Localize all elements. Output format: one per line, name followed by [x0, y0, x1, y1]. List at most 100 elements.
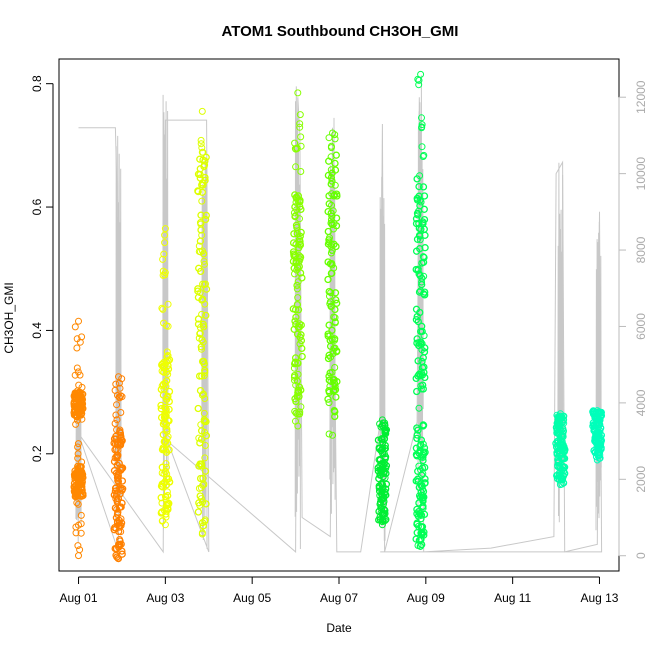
data-point	[329, 376, 338, 384]
data-point	[163, 348, 171, 356]
data-point	[160, 479, 168, 487]
series-5	[324, 129, 341, 439]
data-point	[194, 404, 202, 413]
data-point	[331, 131, 339, 139]
data-point	[115, 516, 123, 525]
data-point	[328, 326, 336, 334]
data-point	[328, 220, 336, 229]
data-point	[296, 111, 304, 119]
data-point	[294, 294, 302, 302]
data-point	[73, 364, 81, 372]
data-point	[417, 522, 425, 531]
y-axis-left: 0.2 0.4 0.6 0.8	[30, 75, 54, 462]
data-point	[74, 443, 82, 451]
data-point	[297, 321, 305, 329]
data-point	[420, 205, 428, 213]
data-point	[325, 236, 333, 244]
data-point	[74, 440, 82, 448]
data-point	[72, 420, 80, 428]
data-point	[71, 492, 79, 501]
data-point	[291, 212, 299, 221]
data-point	[201, 260, 208, 268]
data-point	[417, 70, 425, 78]
data-point	[198, 372, 206, 380]
y-tick-label: 0.2	[30, 445, 44, 462]
x-axis: Aug 01 Aug 03 Aug 05 Aug 07 Aug 09 Aug 11 Aug …	[60, 576, 619, 605]
data-point	[412, 215, 421, 223]
data-point	[331, 159, 339, 168]
data-point	[198, 391, 206, 399]
data-point	[418, 123, 426, 131]
data-point	[332, 242, 340, 251]
data-point	[418, 114, 425, 122]
data-point	[74, 454, 82, 462]
data-point	[419, 456, 427, 465]
data-point	[195, 242, 203, 250]
data-point	[202, 417, 210, 426]
data-point	[380, 510, 388, 518]
data-point	[78, 478, 86, 486]
data-point	[115, 459, 123, 468]
y2-tick-label: 2000	[634, 466, 648, 493]
data-point	[419, 153, 427, 160]
data-point	[413, 175, 421, 183]
data-point	[194, 187, 202, 195]
data-point	[324, 207, 332, 216]
data-point	[110, 526, 118, 534]
data-point	[296, 240, 304, 248]
data-point	[200, 257, 208, 265]
data-point	[294, 278, 302, 286]
data-point	[197, 427, 206, 435]
data-point	[293, 392, 301, 400]
data-point	[380, 434, 389, 443]
data-point	[298, 344, 306, 353]
data-point	[114, 477, 123, 486]
data-point	[376, 471, 384, 479]
data-point	[333, 299, 341, 307]
data-point	[161, 493, 170, 501]
data-point	[296, 269, 305, 277]
data-point	[289, 257, 298, 266]
data-point	[110, 439, 118, 447]
data-point	[419, 421, 427, 429]
data-point	[293, 285, 301, 293]
data-point	[197, 343, 205, 351]
data-point	[554, 456, 562, 464]
data-point	[197, 435, 206, 443]
data-point	[554, 462, 562, 471]
data-point	[197, 226, 205, 234]
data-point	[324, 275, 332, 284]
data-point	[417, 338, 425, 346]
data-point	[77, 529, 85, 537]
data-point	[414, 467, 422, 475]
data-point	[331, 408, 339, 416]
data-point	[332, 214, 341, 222]
data-point	[197, 460, 206, 468]
data-point	[292, 194, 300, 202]
data-point	[412, 535, 420, 543]
data-point	[381, 426, 389, 435]
data-point	[331, 382, 339, 391]
data-point	[297, 228, 305, 237]
data-point	[74, 450, 82, 458]
data-point	[160, 250, 168, 258]
data-point	[591, 448, 599, 456]
data-point	[202, 211, 210, 220]
data-point	[198, 336, 206, 344]
y-tick-label: 0.6	[30, 198, 44, 215]
data-point	[324, 330, 332, 338]
data-point	[378, 521, 386, 529]
data-point	[328, 177, 336, 185]
data-point	[161, 231, 169, 239]
data-point	[199, 522, 207, 530]
data-point	[294, 89, 302, 97]
data-point	[331, 135, 339, 143]
data-point	[412, 316, 421, 324]
data-point	[296, 120, 304, 128]
data-point	[418, 327, 426, 336]
data-point	[418, 274, 426, 282]
data-point	[324, 258, 332, 266]
data-point	[325, 200, 333, 208]
data-point	[375, 516, 383, 524]
